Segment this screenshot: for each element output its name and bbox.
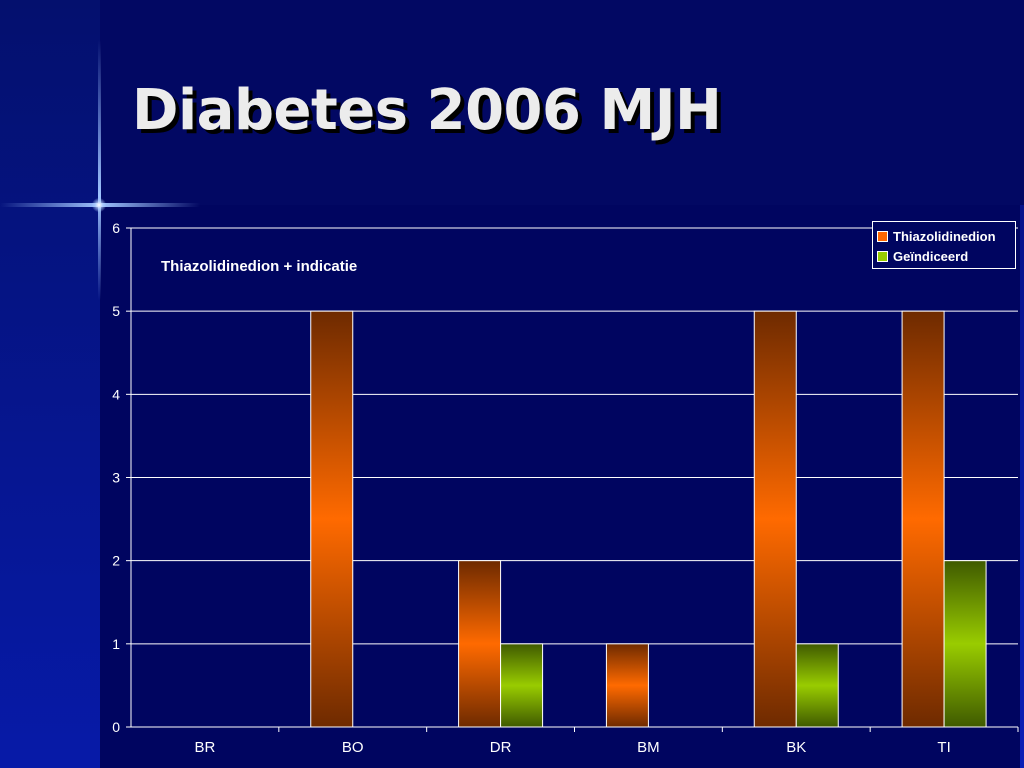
x-tick-label: BK: [786, 739, 806, 756]
bar-thiazolidinedion-dr: [458, 560, 502, 728]
bars: [310, 310, 987, 728]
legend-label: Thiazolidinedion: [893, 228, 996, 244]
legend-label: Geïndiceerd: [893, 248, 969, 264]
x-tick-label: BR: [194, 739, 215, 756]
light-flare-vertical: [98, 40, 101, 300]
x-tick-label: TI: [937, 739, 950, 756]
y-tick-label: 2: [112, 553, 120, 569]
axes: 0 1 2 3 4 5 6 BR BO DR BM BK TI: [112, 220, 1019, 756]
chart-legend: Thiazolidinedion Geïndiceerd: [872, 221, 1016, 269]
bar-thiazolidinedion-ti: [901, 310, 945, 728]
light-flare-center: [92, 198, 106, 212]
x-tick-label: DR: [490, 739, 512, 756]
bar-geindiceerd-bk: [795, 643, 839, 728]
bar-geindiceerd-ti: [943, 560, 987, 728]
bar-thiazolidinedion-bm: [605, 643, 649, 728]
bar-thiazolidinedion-bo: [310, 310, 354, 728]
gridlines: [131, 227, 1018, 728]
legend-swatch-green: [877, 250, 888, 262]
legend-item-geindiceerd: Geïndiceerd: [877, 246, 1015, 266]
plot-area: [100, 205, 1020, 768]
y-tick-label: 6: [112, 220, 120, 236]
y-tick-label: 3: [112, 470, 120, 486]
y-tick-label: 5: [112, 303, 120, 319]
background-left: [0, 0, 100, 768]
y-tick-label: 1: [112, 636, 120, 652]
legend-swatch-orange: [877, 230, 888, 242]
legend-item-thiazolidinedion: Thiazolidinedion: [877, 226, 1015, 246]
y-tick-label: 4: [112, 386, 120, 402]
x-tick-label: BO: [342, 739, 364, 756]
slide-title: Diabetes 2006 MJH: [132, 78, 722, 143]
chart-annotation: Thiazolidinedion + indicatie: [161, 258, 358, 275]
y-tick-label: 0: [112, 719, 120, 735]
bar-geindiceerd-dr: [500, 643, 544, 728]
x-tick-label: BM: [637, 739, 660, 756]
bar-thiazolidinedion-bk: [753, 310, 797, 728]
